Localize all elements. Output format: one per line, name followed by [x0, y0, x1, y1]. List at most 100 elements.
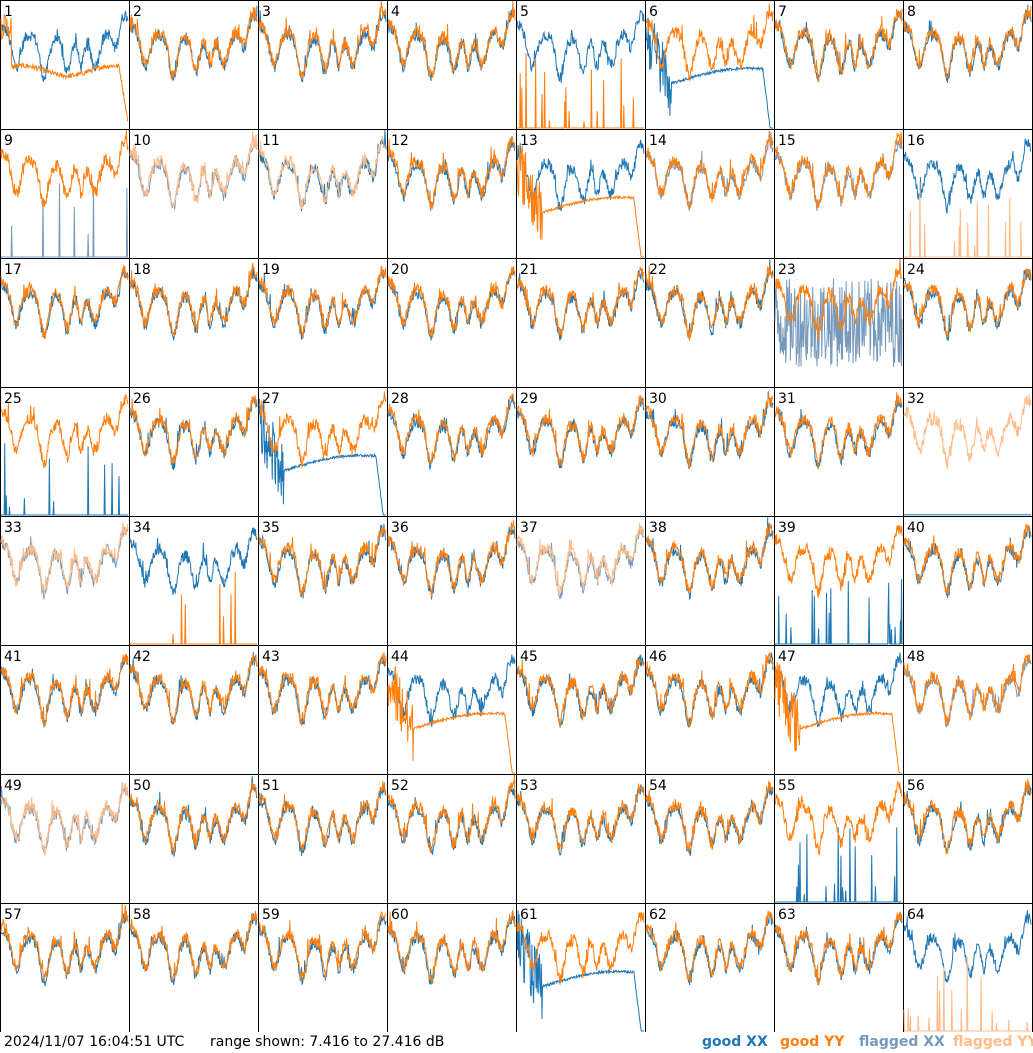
panel-number-34: 34 — [133, 520, 151, 536]
panel-number-39: 39 — [778, 520, 796, 536]
panel-48: 48 — [903, 645, 1033, 775]
panel-number-64: 64 — [907, 907, 925, 923]
panel-57: 57 — [0, 903, 130, 1032]
panel-12: 12 — [387, 129, 517, 259]
yy-trace-3 — [258, 1, 387, 80]
panel-number-50: 50 — [133, 778, 151, 794]
panel-number-7: 7 — [778, 4, 787, 20]
xx-trace-47 — [774, 652, 903, 727]
yy-trace-23 — [774, 258, 903, 341]
yy-trace-63 — [774, 911, 903, 985]
panel-10: 10 — [129, 129, 259, 259]
panel-number-54: 54 — [649, 778, 667, 794]
panel-number-15: 15 — [778, 133, 796, 149]
panel-8: 8 — [903, 0, 1033, 130]
panel-9: 9 — [0, 129, 130, 259]
yy-trace-24 — [903, 268, 1032, 338]
legend-flagged-xx: flagged XX — [859, 1034, 945, 1050]
panel-number-3: 3 — [262, 4, 271, 20]
yy-trace-27 — [258, 391, 387, 469]
yy-trace-44 — [387, 666, 515, 774]
panel-25: 25 — [0, 387, 130, 517]
yy-trace-29 — [516, 395, 645, 467]
yy-trace-10 — [129, 130, 258, 207]
yy-trace-6 — [645, 3, 774, 82]
panel-number-18: 18 — [133, 262, 151, 278]
panel-28: 28 — [387, 387, 517, 517]
panel-16: 16 — [903, 129, 1033, 259]
yy-trace-59 — [258, 910, 387, 982]
panel-number-47: 47 — [778, 649, 796, 665]
xx-trace-34 — [129, 527, 258, 596]
panel-number-63: 63 — [778, 907, 796, 923]
yy-trace-35 — [258, 526, 387, 597]
panel-number-9: 9 — [4, 133, 13, 149]
yy-trace-57 — [0, 903, 129, 982]
panel-6: 6 — [645, 0, 775, 130]
panel-49: 49 — [0, 774, 130, 904]
panel-41: 41 — [0, 645, 130, 775]
panel-40: 40 — [903, 516, 1033, 646]
panel-61: 61 — [516, 903, 646, 1032]
panel-52: 52 — [387, 774, 517, 904]
yy-trace-43 — [258, 652, 387, 726]
panel-18: 18 — [129, 258, 259, 388]
xx-trace-1 — [0, 9, 129, 82]
yy-trace-52 — [387, 774, 516, 853]
yy-trace-62 — [645, 910, 774, 982]
panel-26: 26 — [129, 387, 259, 517]
xx-trace-61 — [516, 910, 644, 1032]
range-text: range shown: 7.416 to 27.416 dB — [210, 1034, 445, 1050]
yy-trace-7 — [774, 8, 903, 83]
panel-11: 11 — [258, 129, 388, 259]
panel-number-62: 62 — [649, 907, 667, 923]
panel-35: 35 — [258, 516, 388, 646]
panel-number-44: 44 — [391, 649, 409, 665]
panel-number-13: 13 — [520, 133, 538, 149]
panel-number-43: 43 — [262, 649, 280, 665]
panel-20: 20 — [387, 258, 517, 388]
yy-trace-21 — [516, 266, 645, 337]
panel-number-61: 61 — [520, 907, 538, 923]
xx-trace-27 — [258, 398, 386, 516]
panel-number-20: 20 — [391, 262, 409, 278]
yy-trace-36 — [387, 520, 516, 598]
panel-2: 2 — [129, 0, 259, 130]
panel-frame — [258, 903, 388, 1032]
panel-number-10: 10 — [133, 133, 151, 149]
panel-number-30: 30 — [649, 391, 667, 407]
yy-trace-18 — [129, 263, 258, 337]
panel-number-38: 38 — [649, 520, 667, 536]
yy-trace-34 — [130, 572, 257, 645]
yy-trace-11 — [258, 136, 387, 209]
xx-trace-6 — [645, 17, 773, 129]
panel-63: 63 — [774, 903, 904, 1032]
yy-trace-46 — [645, 652, 774, 728]
yy-trace-15 — [774, 132, 903, 208]
legend-good-xx: good XX — [702, 1034, 768, 1050]
panel-number-48: 48 — [907, 649, 925, 665]
panel-number-27: 27 — [262, 391, 280, 407]
panel-58: 58 — [129, 903, 259, 1032]
yy-trace-31 — [774, 391, 903, 469]
yy-trace-53 — [516, 783, 645, 851]
xx-trace-3 — [258, 10, 387, 83]
panel-number-37: 37 — [520, 520, 538, 536]
panel-number-32: 32 — [907, 391, 925, 407]
panel-31: 31 — [774, 387, 904, 517]
panel-number-45: 45 — [520, 649, 538, 665]
panel-64: 64 — [903, 903, 1033, 1032]
panel-39: 39 — [774, 516, 904, 646]
panel-4: 4 — [387, 0, 517, 130]
panel-62: 62 — [645, 903, 775, 1032]
panel-number-53: 53 — [520, 778, 538, 794]
panel-number-16: 16 — [907, 133, 925, 149]
panel-number-41: 41 — [4, 649, 22, 665]
panel-13: 13 — [516, 129, 646, 259]
yy-trace-64 — [903, 956, 1031, 1032]
panel-number-33: 33 — [4, 520, 22, 536]
panel-number-58: 58 — [133, 907, 151, 923]
yy-trace-26 — [129, 394, 258, 465]
yy-trace-30 — [645, 393, 774, 469]
yy-trace-41 — [0, 653, 129, 727]
